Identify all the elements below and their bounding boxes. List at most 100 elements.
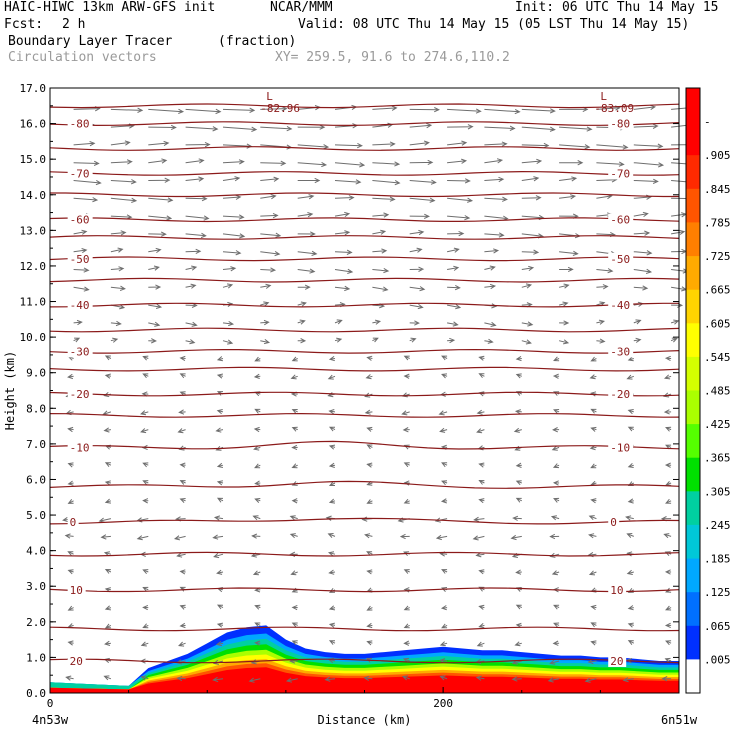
circulation-vector — [104, 355, 112, 361]
circulation-vector — [142, 373, 149, 379]
circulation-vector — [216, 497, 224, 503]
circulation-vector — [73, 160, 100, 166]
isotherm-line — [49, 626, 680, 632]
isotherm-line — [49, 391, 680, 397]
circulation-vector — [366, 426, 373, 432]
isotherm-label-bg — [608, 583, 627, 596]
circulation-vector — [260, 267, 277, 273]
circulation-vector — [472, 535, 485, 541]
circulation-vector — [478, 391, 485, 397]
circulation-vector — [254, 604, 261, 610]
circulation-vector — [365, 374, 373, 380]
circulation-vector — [627, 426, 635, 432]
circulation-vector — [409, 247, 423, 253]
circulation-vector — [447, 197, 474, 203]
circulation-vector — [587, 658, 597, 665]
circulation-vector — [328, 605, 336, 611]
circulation-vector — [590, 463, 597, 469]
circulation-vector — [222, 214, 245, 220]
y-tick-label: 1.0 — [26, 651, 46, 664]
colorbar-swatch — [686, 188, 700, 223]
circulation-vector — [328, 498, 336, 504]
circulation-vector — [260, 194, 277, 200]
colorbar-label: .485 — [704, 385, 731, 398]
colorbar-swatch — [686, 222, 700, 257]
circulation-vector — [148, 158, 168, 164]
circulation-vector — [297, 212, 314, 218]
circulation-vector — [67, 462, 74, 468]
isotherm-label-bg — [67, 345, 93, 358]
circulation-vector — [103, 427, 111, 433]
circulation-vector — [73, 267, 90, 273]
circulation-vector — [372, 286, 389, 292]
isotherm-label-bg — [67, 441, 93, 454]
circulation-vector — [110, 230, 127, 236]
isotherm-line — [49, 551, 680, 557]
circulation-vector — [110, 285, 126, 291]
circulation-vector — [64, 533, 74, 539]
circulation-vector — [185, 283, 197, 289]
x-axis-label: Distance (km) — [318, 713, 412, 727]
colorbar-label: .305 — [704, 485, 731, 498]
circulation-vector — [626, 533, 634, 538]
isotherm-label-bg — [67, 654, 86, 667]
circulation-vector — [260, 125, 293, 132]
circulation-vector — [104, 480, 111, 486]
circulation-vector — [515, 373, 522, 379]
circulation-vector — [515, 622, 522, 628]
circulation-vector — [521, 158, 543, 165]
isotherm-label-bg — [67, 213, 93, 226]
circulation-vector — [290, 570, 298, 576]
colorbar-label: .905 — [704, 149, 731, 162]
circulation-vector — [67, 605, 74, 611]
isotherm-label: -10 — [610, 441, 630, 454]
circulation-vector — [590, 408, 597, 414]
circulation-vector — [447, 140, 468, 146]
y-tick-label: 7.0 — [26, 438, 46, 451]
circulation-vector — [222, 339, 234, 345]
circulation-vector — [409, 122, 433, 129]
isotherm-label-bg — [608, 345, 634, 358]
circulation-vector — [285, 677, 298, 683]
circulation-vector — [435, 534, 448, 541]
circulation-vector — [549, 533, 560, 540]
circulation-vector — [328, 355, 336, 362]
circulation-vector — [559, 320, 570, 326]
circulation-vector — [622, 677, 634, 683]
circulation-vector — [447, 178, 471, 184]
circulation-vector — [104, 605, 112, 611]
circulation-vector — [254, 622, 261, 628]
isotherm-line — [49, 170, 680, 176]
colorbar-swatch — [686, 524, 700, 559]
colorbar-label: .065 — [704, 620, 731, 633]
colorbar-label: .125 — [704, 586, 731, 599]
circulation-vector — [334, 230, 351, 236]
colorbar-swatch — [686, 323, 700, 358]
field-units: (fraction) — [218, 34, 297, 49]
circulation-vector — [473, 516, 485, 522]
circulation-vector — [176, 675, 186, 682]
circulation-vector — [328, 444, 336, 450]
y-tick-label: 13.0 — [20, 224, 47, 237]
circulation-vector — [399, 533, 410, 540]
y-tick-label: 6.0 — [26, 473, 46, 486]
circulation-vector — [439, 641, 448, 647]
isotherm-line — [49, 235, 680, 240]
circulation-vector — [254, 463, 261, 469]
circulation-vector — [478, 604, 485, 610]
circulation-vector — [402, 427, 410, 433]
circulation-vector — [148, 284, 162, 290]
circulation-vector — [334, 249, 353, 255]
circulation-vector — [515, 497, 523, 503]
circulation-vector — [478, 355, 485, 361]
circulation-vector — [140, 675, 149, 681]
circulation-vector — [661, 676, 672, 682]
circulation-vector — [521, 283, 533, 289]
circulation-vector — [179, 480, 186, 485]
tracer-band — [50, 667, 679, 693]
circulation-vector — [475, 675, 485, 681]
circulation-vector — [185, 232, 207, 239]
isotherm-line — [49, 440, 680, 450]
circulation-vector — [633, 178, 659, 184]
circulation-vector — [297, 301, 307, 307]
